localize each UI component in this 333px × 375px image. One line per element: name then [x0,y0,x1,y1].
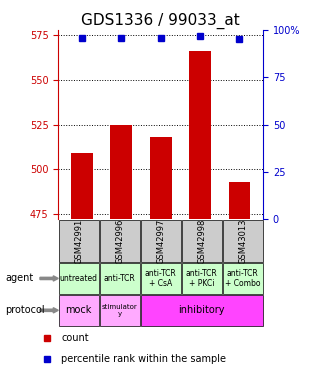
Text: anti-TCR
+ Combo: anti-TCR + Combo [225,269,260,288]
Text: GSM43013: GSM43013 [238,218,247,264]
FancyBboxPatch shape [100,263,140,294]
Text: GSM42996: GSM42996 [115,218,124,264]
Text: stimulator
y: stimulator y [102,304,138,317]
Text: GSM42997: GSM42997 [156,218,165,264]
Bar [111,124,132,219]
FancyBboxPatch shape [181,220,222,262]
FancyBboxPatch shape [222,220,263,262]
FancyBboxPatch shape [141,263,181,294]
FancyBboxPatch shape [100,220,140,262]
Text: protocol: protocol [5,305,45,315]
Bar [71,153,93,219]
FancyBboxPatch shape [222,263,263,294]
Text: mock: mock [66,305,92,315]
FancyBboxPatch shape [141,295,263,326]
Bar [229,182,250,219]
Text: GSM42991: GSM42991 [74,218,83,264]
Text: inhibitory: inhibitory [178,305,225,315]
FancyBboxPatch shape [59,295,99,326]
Text: untreated: untreated [60,274,98,283]
Bar [150,137,171,219]
FancyBboxPatch shape [59,220,99,262]
Text: anti-TCR
+ PKCi: anti-TCR + PKCi [186,269,217,288]
FancyBboxPatch shape [181,263,222,294]
FancyBboxPatch shape [141,220,181,262]
Text: agent: agent [5,273,33,284]
Text: percentile rank within the sample: percentile rank within the sample [61,354,226,364]
FancyBboxPatch shape [100,295,140,326]
Text: anti-TCR
+ CsA: anti-TCR + CsA [145,269,176,288]
Text: anti-TCR: anti-TCR [104,274,136,283]
Bar [189,51,211,219]
Title: GDS1336 / 99033_at: GDS1336 / 99033_at [81,12,240,28]
Text: count: count [61,333,89,344]
FancyBboxPatch shape [59,263,99,294]
Text: GSM42998: GSM42998 [197,218,206,264]
